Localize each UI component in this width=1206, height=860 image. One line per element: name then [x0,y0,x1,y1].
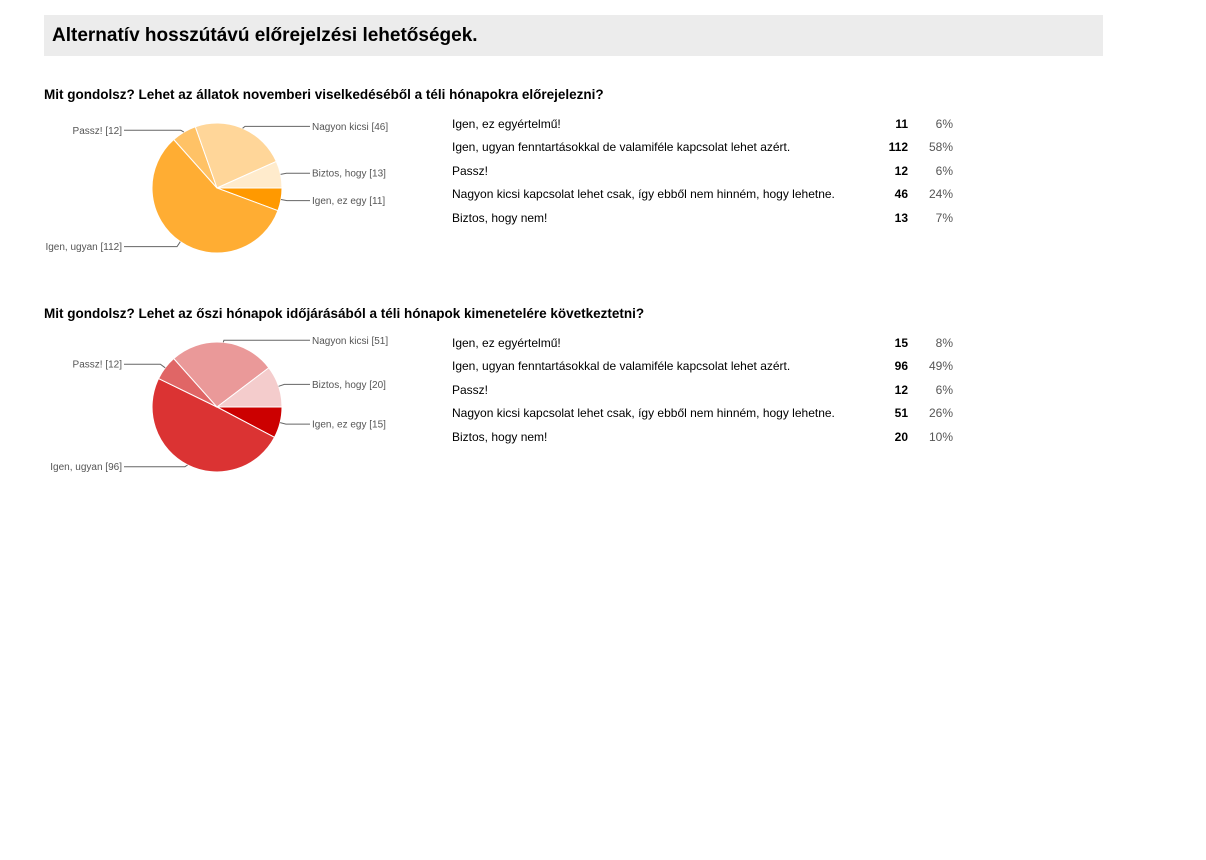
label-leader-line [124,241,181,248]
pie-chart: Igen, ez egy [11] Igen, ugyan [112] Passz!… [45,122,388,254]
table-row: Nagyon kicsi kapcsolat lehet csak, így e… [452,183,953,207]
pie-slice-label: Nagyon kicsi [46] [312,122,388,133]
answer-percent: 26% [928,406,953,421]
pie-slice-label: Passz! [12] [73,360,123,371]
answer-percent: 49% [928,359,953,374]
answer-count: 46 [894,187,908,202]
answer-percent: 6% [935,163,953,178]
answer-label: Biztos, hogy nem! [452,210,548,225]
answer-count: 11 [895,116,908,131]
pie-slice-label: Igen, ugyan [96] [50,462,122,473]
question-block: Mit gondolsz? Lehet az őszi hónapok időj… [44,306,1144,780]
pie-slice [151,377,276,473]
pie-slice-label: Nagyon kicsi [51] [312,336,388,347]
pie-slice [151,138,279,254]
answer-label: Igen, ez egyértelmű! [452,335,561,350]
answer-percent: 6% [935,382,953,397]
pie-slice [194,122,277,189]
answer-count: 51 [894,406,908,421]
question-title: Mit gondolsz? Lehet az őszi hónapok időj… [44,306,645,321]
answers-table: Igen, ez egyértelmű! 11 6% Igen, ugyan f… [452,112,953,230]
label-leader-line [124,129,185,133]
answer-percent: 58% [928,140,953,155]
label-leader-line [278,383,310,387]
answer-count: 12 [894,163,908,178]
answer-label: Igen, ugyan fenntartásokkal de valamifél… [452,140,791,155]
answer-count: 112 [888,140,908,155]
pie-slice-label: Passz! [12] [73,126,123,137]
pie-slice [173,341,270,408]
question-block: Mit gondolsz? Lehet az állatok novemberi… [44,87,1144,561]
answer-label: Igen, ez egyértelmű! [452,116,561,131]
page-title: Alternatív hosszútávú előrejelzési lehet… [52,25,478,46]
pie-slice-label: Igen, ez egy [15] [312,420,386,431]
answer-count: 20 [894,429,908,444]
pie-slice-label: Biztos, hogy [20] [312,380,386,391]
answer-label: Passz! [452,382,489,397]
answer-percent: 7% [935,210,953,225]
pie-slice [215,367,283,408]
table-row: Igen, ugyan fenntartásokkal de valamifél… [452,355,953,379]
table-row: Passz! 12 6% [452,159,953,183]
question-title: Mit gondolsz? Lehet az állatok novemberi… [44,87,604,102]
table-row: Passz! 12 6% [452,378,953,402]
table-row: Biztos, hogy nem! 13 7% [452,206,953,230]
label-leader-line [124,464,188,468]
label-leader-line [280,172,310,175]
answer-count: 13 [894,210,908,225]
pie-slice-label: Biztos, hogy [13] [312,169,386,180]
table-row: Igen, ez egyértelmű! 15 8% [452,331,953,355]
answer-label: Nagyon kicsi kapcsolat lehet csak, így e… [452,187,835,202]
answer-count: 15 [894,335,908,350]
answer-label: Biztos, hogy nem! [452,429,548,444]
answer-count: 12 [894,382,908,397]
answer-label: Passz! [452,163,489,178]
section-header: Alternatív hosszútávú előrejelzési lehet… [44,15,1103,56]
answer-percent: 24% [928,187,953,202]
pie-slice-label: Igen, ugyan [112] [45,242,122,253]
label-leader-line [279,422,310,425]
answer-percent: 8% [935,335,953,350]
table-row: Nagyon kicsi kapcsolat lehet csak, így e… [452,402,953,426]
table-row: Igen, ez egyértelmű! 11 6% [452,112,953,136]
answer-count: 96 [894,359,908,374]
answers-table: Igen, ez egyértelmű! 15 8% Igen, ugyan f… [452,331,953,449]
pie-chart: Igen, ez egy [15] Igen, ugyan [96] Passz! … [50,336,388,473]
table-row: Igen, ugyan fenntartásokkal de valamifél… [452,136,953,160]
answer-label: Igen, ugyan fenntartásokkal de valamifél… [452,359,791,374]
answer-percent: 10% [928,429,953,444]
label-leader-line [124,363,166,369]
label-leader-line [242,125,310,129]
pie-slice [216,160,283,189]
answer-percent: 6% [935,116,953,131]
label-leader-line [222,339,310,343]
label-leader-line [280,199,310,202]
answer-label: Nagyon kicsi kapcsolat lehet csak, így e… [452,406,835,421]
table-row: Biztos, hogy nem! 20 10% [452,425,953,449]
pie-slice-label: Igen, ez egy [11] [312,196,385,207]
